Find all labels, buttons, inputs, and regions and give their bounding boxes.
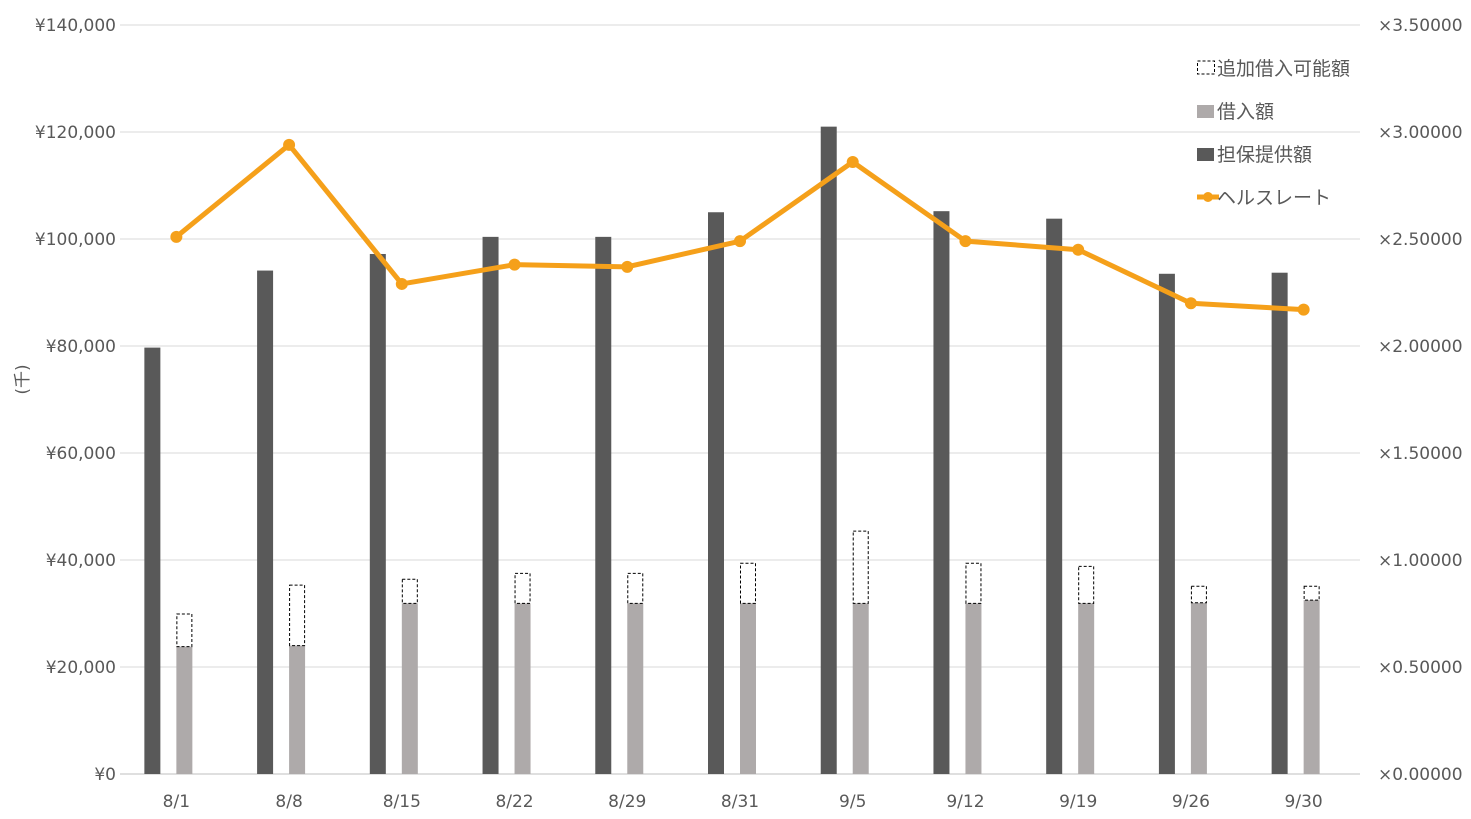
collateral-bar bbox=[144, 347, 161, 774]
x-tick-label: 8/8 bbox=[275, 792, 302, 812]
additional-borrow-bar bbox=[401, 578, 418, 604]
additional-borrow-bar bbox=[1303, 585, 1320, 601]
left-tick-label: ¥140,000 bbox=[35, 16, 116, 36]
right-tick-label: ×2.50000 bbox=[1378, 230, 1463, 250]
right-tick-label: ×0.50000 bbox=[1378, 658, 1463, 678]
legend-swatch-additional bbox=[1197, 60, 1215, 75]
borrowed-bar bbox=[852, 603, 869, 774]
borrowed-bar bbox=[514, 603, 531, 774]
borrowed-bar bbox=[740, 603, 756, 774]
health-rate-point bbox=[959, 235, 972, 248]
legend-label: 借入額 bbox=[1217, 101, 1274, 123]
health-rate-point bbox=[1184, 297, 1197, 310]
collateral-bar bbox=[369, 253, 386, 775]
x-axis-ticks: 8/1 8/8 8/15 8/22 8/29 8/31 9/5 9/12 9/19 9/26 9/3… bbox=[163, 792, 1323, 812]
legend-swatch-marker bbox=[1203, 192, 1213, 202]
health-rate-point bbox=[621, 260, 634, 273]
legend-swatch bbox=[1197, 148, 1214, 161]
health-rate-point bbox=[734, 235, 746, 248]
x-tick-label: 9/30 bbox=[1285, 792, 1323, 812]
left-tick-label: ¥0 bbox=[94, 765, 116, 785]
additional-borrow-bar bbox=[514, 572, 531, 604]
legend-swatch bbox=[1197, 105, 1214, 118]
left-tick-label: ¥100,000 bbox=[35, 230, 116, 250]
legend-label: 追加借入可能額 bbox=[1217, 58, 1350, 80]
additional-borrow-bar bbox=[965, 562, 982, 604]
bars bbox=[144, 126, 1320, 775]
health-rate-point bbox=[395, 277, 408, 290]
x-tick-label: 9/19 bbox=[1059, 792, 1097, 812]
health-rate-point bbox=[1072, 243, 1085, 256]
additional-borrow-bar bbox=[852, 530, 869, 604]
collateral-bar bbox=[1271, 272, 1288, 774]
legend-label: 担保提供額 bbox=[1217, 144, 1312, 166]
x-tick-label: 9/5 bbox=[839, 792, 866, 812]
additional-borrow-bar bbox=[1078, 565, 1095, 604]
left-axis-ticks: ¥0 ¥20,000 ¥40,000 ¥60,000 ¥80,000 ¥100,000 ¥1… bbox=[35, 16, 116, 785]
right-tick-label: ×0.00000 bbox=[1378, 765, 1463, 785]
health-rate-polyline bbox=[173, 142, 1307, 313]
collateral-bar bbox=[482, 236, 499, 775]
health-rate-point bbox=[283, 138, 296, 151]
collateral-bar bbox=[257, 270, 274, 774]
borrowed-bar bbox=[965, 603, 982, 774]
left-tick-label: ¥60,000 bbox=[46, 444, 116, 464]
health-rate-point bbox=[170, 230, 183, 243]
borrowed-bar bbox=[1078, 603, 1095, 774]
borrowed-bar bbox=[289, 645, 306, 774]
borrowed-bar bbox=[627, 603, 644, 774]
borrowed-bar bbox=[1190, 602, 1207, 774]
right-tick-label: ×1.00000 bbox=[1378, 551, 1463, 571]
x-tick-label: 8/31 bbox=[721, 792, 759, 812]
right-axis-ticks: ×0.00000 ×0.50000 ×1.00000 ×1.50000 ×2.00000… bbox=[1378, 16, 1463, 785]
x-tick-label: 8/22 bbox=[495, 792, 533, 812]
collateral-bar bbox=[708, 212, 724, 774]
x-tick-label: 9/12 bbox=[946, 792, 984, 812]
left-tick-label: ¥120,000 bbox=[35, 123, 116, 143]
right-tick-label: ×3.50000 bbox=[1378, 16, 1463, 36]
health-rate-point bbox=[508, 258, 521, 271]
collateral-bar bbox=[595, 236, 612, 775]
legend-label: ヘルスレート bbox=[1217, 187, 1331, 209]
collateral-bar bbox=[820, 126, 837, 774]
additional-borrow-bar bbox=[1190, 585, 1207, 604]
additional-borrow-bar bbox=[627, 572, 644, 604]
collateral-bar bbox=[933, 211, 950, 774]
left-tick-label: ¥80,000 bbox=[46, 337, 116, 357]
right-tick-label: ×3.00000 bbox=[1378, 123, 1463, 143]
x-tick-label: 8/29 bbox=[608, 792, 646, 812]
right-tick-label: ×1.50000 bbox=[1378, 444, 1463, 464]
additional-borrow-bar bbox=[740, 562, 756, 604]
health-rate-point bbox=[1297, 303, 1310, 316]
x-tick-label: 9/26 bbox=[1172, 792, 1210, 812]
health-rate-line bbox=[170, 138, 1310, 316]
collateral-bar bbox=[1046, 218, 1063, 775]
borrowed-bar bbox=[1303, 600, 1320, 774]
borrowed-bar bbox=[401, 603, 418, 774]
left-tick-label: ¥20,000 bbox=[46, 658, 116, 678]
health-rate-point bbox=[846, 155, 859, 168]
collateral-bar bbox=[1158, 273, 1175, 774]
x-tick-label: 8/15 bbox=[383, 792, 421, 812]
borrowed-bar bbox=[176, 646, 193, 774]
additional-borrow-bar bbox=[289, 584, 306, 647]
right-tick-label: ×2.00000 bbox=[1378, 337, 1463, 357]
additional-borrow-bar bbox=[176, 613, 193, 648]
left-tick-label: ¥40,000 bbox=[46, 551, 116, 571]
left-axis-title: (千) bbox=[13, 364, 33, 394]
x-tick-label: 8/1 bbox=[163, 792, 190, 812]
